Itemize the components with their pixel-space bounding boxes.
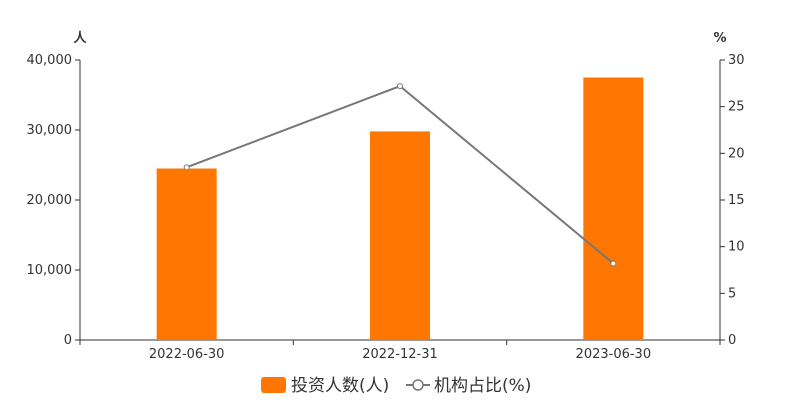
- right-tick-label: 25: [728, 100, 745, 115]
- right-tick-label: 20: [728, 146, 745, 161]
- x-tick-label: 2022-06-30: [149, 347, 225, 362]
- left-tick-label: 30,000: [27, 123, 73, 138]
- x-tick-label: 2022-12-31: [362, 347, 438, 362]
- right-tick-label: 10: [728, 240, 745, 255]
- right-tick-label: 30: [728, 53, 745, 68]
- legend-line-label: 机构占比(%): [434, 376, 531, 396]
- bar: [370, 131, 430, 340]
- axes: 0 10,000 20,000 30,000 40,000 0 5 10 15 20 25 30 202…: [27, 53, 745, 362]
- left-tick-label: 10,000: [27, 263, 73, 278]
- left-tick-label: 20,000: [27, 193, 73, 208]
- left-tick-label: 40,000: [27, 53, 73, 68]
- legend: 投资人数(人) 机构占比(%): [261, 376, 531, 396]
- right-tick-label: 15: [728, 193, 745, 208]
- bar-series: [156, 77, 644, 340]
- right-tick-label: 0: [728, 333, 736, 348]
- legend-bar-label: 投资人数(人): [291, 376, 389, 396]
- x-tick-label: 2023-06-30: [576, 347, 652, 362]
- left-tick-label: 0: [64, 333, 72, 348]
- right-tick-label: 5: [728, 286, 736, 301]
- line-point: [397, 83, 403, 90]
- line-point: [610, 260, 617, 267]
- bar: [156, 168, 217, 340]
- left-axis-unit: 人: [73, 30, 87, 46]
- line-series: [183, 83, 617, 267]
- legend-bar-swatch: [261, 377, 286, 393]
- legend-line-marker: [412, 379, 424, 391]
- bar: [583, 77, 644, 340]
- line-point: [183, 164, 190, 171]
- right-axis-unit: %: [713, 31, 726, 46]
